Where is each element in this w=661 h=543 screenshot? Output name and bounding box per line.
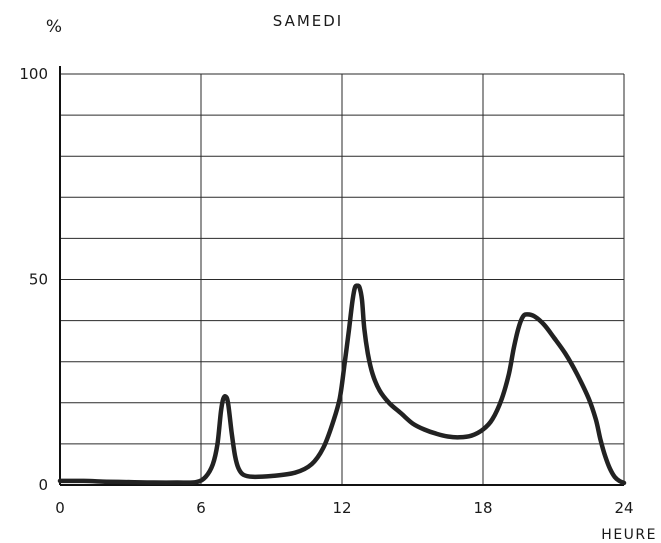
y-tick-label: 0 bbox=[38, 476, 48, 494]
y-tick-label: 50 bbox=[29, 271, 48, 289]
y-tick-labels: 0 50 100 bbox=[19, 65, 48, 494]
x-tick-labels: 0 6 12 18 24 bbox=[55, 499, 633, 517]
series-group bbox=[57, 283, 627, 486]
x-tick-label: 18 bbox=[473, 499, 492, 517]
y-tick-label: 100 bbox=[19, 65, 48, 83]
chart-title: SAMEDI bbox=[273, 12, 343, 30]
y-axis-unit-label: % bbox=[46, 17, 62, 37]
x-tick-label: 12 bbox=[332, 499, 351, 517]
x-tick-label: 6 bbox=[196, 499, 206, 517]
x-tick-label: 24 bbox=[614, 499, 633, 517]
axes bbox=[59, 66, 624, 486]
grid-lines bbox=[60, 73, 625, 485]
series-line bbox=[57, 283, 627, 486]
x-axis-label: HEURE bbox=[601, 527, 657, 543]
x-tick-label: 0 bbox=[55, 499, 65, 517]
